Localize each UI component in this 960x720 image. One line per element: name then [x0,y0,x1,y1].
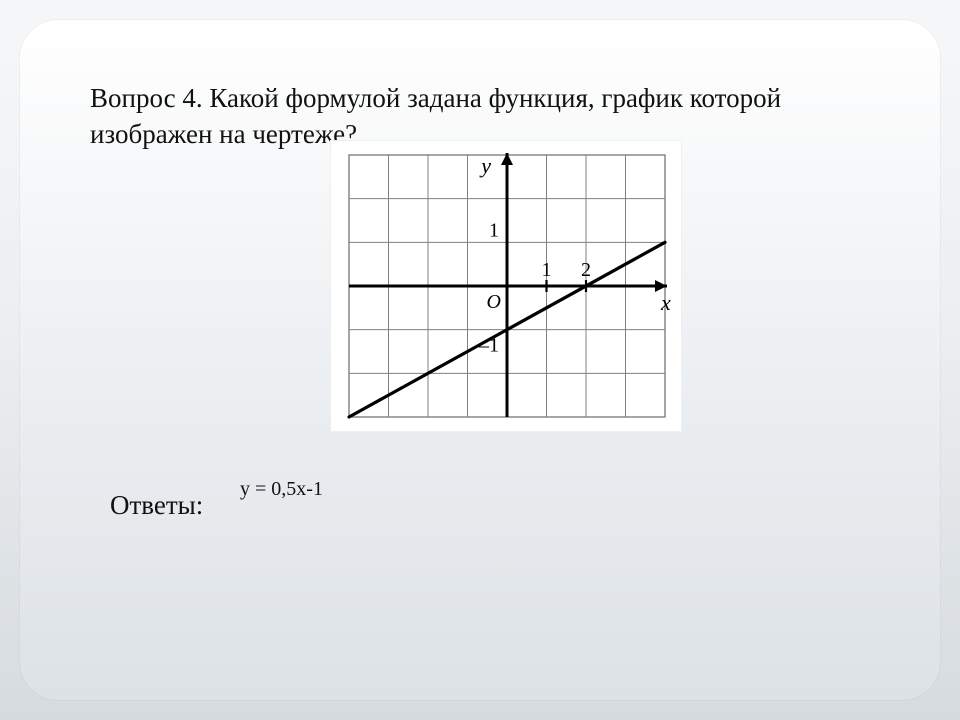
function-graph: y x O 1 –1 1 2 [330,140,682,432]
svg-text:1: 1 [542,259,552,281]
svg-text:O: O [487,291,501,313]
answer-formula: y = 0,5x-1 [240,478,323,501]
svg-text:1: 1 [489,219,499,241]
svg-text:–1: –1 [478,334,499,356]
slide-card: Вопрос 4. Какой формулой задана функция,… [20,20,940,700]
svg-text:x: x [660,290,671,315]
svg-text:2: 2 [581,259,591,281]
svg-text:y: y [479,153,491,178]
answers-label: Ответы: [110,490,203,521]
